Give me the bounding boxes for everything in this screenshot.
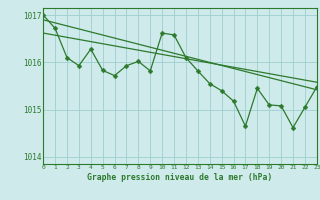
X-axis label: Graphe pression niveau de la mer (hPa): Graphe pression niveau de la mer (hPa) bbox=[87, 173, 273, 182]
